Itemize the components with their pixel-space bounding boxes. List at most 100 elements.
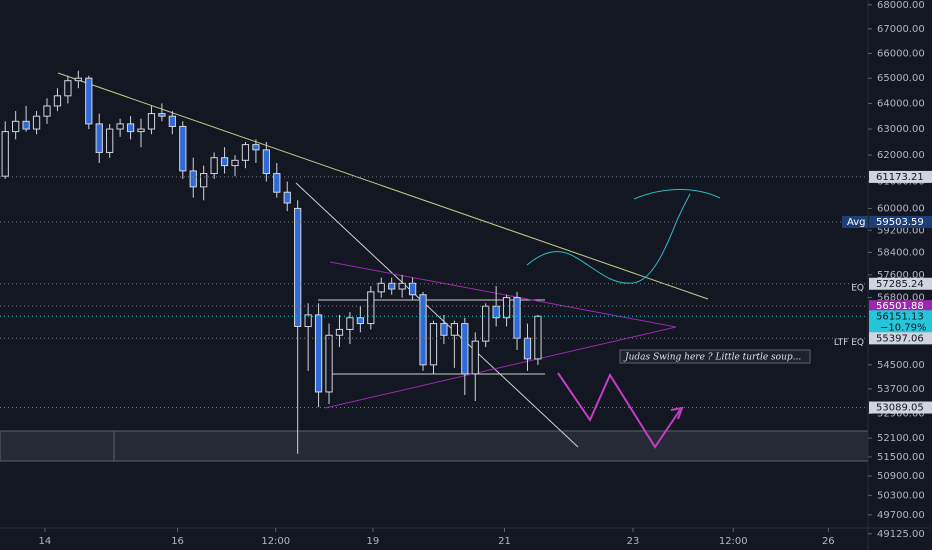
y-tick-label: 60000.00	[877, 203, 925, 214]
candle-body	[377, 282, 385, 293]
x-tick-label: 14	[39, 536, 52, 547]
y-tick-label: 54500.00	[877, 360, 925, 371]
candle-body	[106, 128, 114, 153]
candle-body	[210, 157, 218, 175]
drawings	[0, 72, 869, 462]
price-label: 55397.06	[876, 333, 924, 344]
x-tick-label: 16	[171, 536, 184, 547]
candle-body	[231, 159, 239, 167]
price-label: 56501.88	[876, 301, 924, 312]
x-tick-label: 21	[498, 536, 511, 547]
y-tick-label: 67000.00	[877, 24, 925, 35]
candle-body	[294, 207, 302, 327]
x-tick-label: 23	[627, 536, 640, 547]
y-tick-label: 59200.00	[877, 225, 925, 236]
candle-body	[471, 340, 479, 375]
triangle-line	[324, 326, 677, 409]
y-tick-label: 50300.00	[877, 490, 925, 501]
projection-curve	[633, 189, 721, 200]
price-label-box	[869, 215, 932, 228]
y-tick-label: 49125.00	[877, 529, 925, 540]
candle-body	[304, 314, 312, 327]
price-tag: Avg	[847, 217, 866, 228]
arrow-head	[670, 406, 684, 420]
candle-body	[116, 123, 124, 130]
trend-line	[57, 72, 709, 300]
x-tick-label: 26	[822, 536, 835, 547]
y-tick-label: 63000.00	[877, 124, 925, 135]
candle-body	[398, 282, 406, 290]
price-label-box	[869, 170, 932, 183]
candle-body	[523, 337, 532, 360]
annotation: Judas Swing here ? Little turtle soup...	[623, 353, 801, 363]
price-label: 56151.13	[876, 311, 924, 322]
tag-box	[842, 215, 868, 228]
price-label-box	[869, 332, 932, 345]
price-label: 57285.24	[876, 279, 924, 290]
candle-body	[388, 282, 396, 290]
candle-body	[1, 131, 9, 177]
candle-body	[429, 323, 438, 366]
candle-body	[262, 149, 270, 175]
price-change: −10.79%	[880, 322, 927, 333]
candle-body	[283, 191, 291, 204]
candle-body	[502, 297, 511, 319]
candle-body	[137, 128, 145, 133]
price-label: 61173.21	[876, 172, 924, 183]
x-tick-label: 12:00	[719, 536, 748, 547]
candle-body	[95, 123, 103, 153]
y-tick-label: 64000.00	[877, 98, 925, 109]
candle-body	[43, 105, 51, 117]
triangle-line	[329, 261, 677, 328]
y-tick-label: 56800.00	[877, 293, 925, 304]
y-tick-label: 51500.00	[877, 452, 925, 463]
projection-curve	[526, 193, 691, 284]
candle-body	[450, 323, 459, 336]
candle-body	[419, 294, 427, 366]
candle-body	[189, 170, 197, 188]
candle-body	[53, 95, 62, 107]
candle-body	[85, 77, 93, 125]
candle-body	[252, 144, 260, 151]
annotation-box	[619, 349, 811, 364]
candle-body	[22, 120, 30, 130]
candle-body	[220, 157, 229, 167]
candle-body	[440, 323, 448, 336]
candle-body	[314, 314, 323, 393]
candle-body	[241, 144, 250, 161]
candle-body	[335, 328, 344, 336]
candle-body	[12, 120, 20, 133]
candle-body	[408, 282, 417, 296]
candle-body	[74, 77, 82, 82]
candle-body	[200, 173, 208, 188]
price-label-box	[869, 401, 932, 414]
candle-body	[325, 334, 333, 393]
y-tick-label: 50900.00	[877, 471, 925, 482]
x-tick-label: 19	[367, 536, 380, 547]
price-tag: EQ	[851, 283, 864, 293]
y-tick-label: 49700.00	[877, 510, 925, 521]
y-tick-label: 68000.00	[877, 0, 925, 11]
price-label-box	[869, 300, 932, 313]
candle-body	[461, 323, 469, 375]
price-label: 53089.05	[876, 403, 924, 414]
candle-body	[273, 173, 281, 193]
candle-body	[179, 125, 187, 172]
y-tick-label: 62000.00	[877, 150, 925, 161]
projection-arrow	[557, 372, 681, 449]
candle-body	[346, 317, 354, 330]
price-label: 59503.59	[876, 217, 924, 228]
price-tag: LTF EQ	[834, 338, 864, 348]
candle-body	[147, 113, 156, 130]
zone	[0, 430, 869, 462]
y-tick-label: 65000.00	[877, 73, 925, 84]
y-tick-label: 58400.00	[877, 247, 925, 258]
candle-body	[168, 115, 176, 127]
x-tick-label: 12:00	[261, 536, 290, 547]
y-tick-label: 53700.00	[877, 384, 925, 395]
candle-body	[367, 291, 375, 325]
candle-body	[158, 113, 166, 117]
y-tick-label: 57600.00	[877, 270, 925, 281]
